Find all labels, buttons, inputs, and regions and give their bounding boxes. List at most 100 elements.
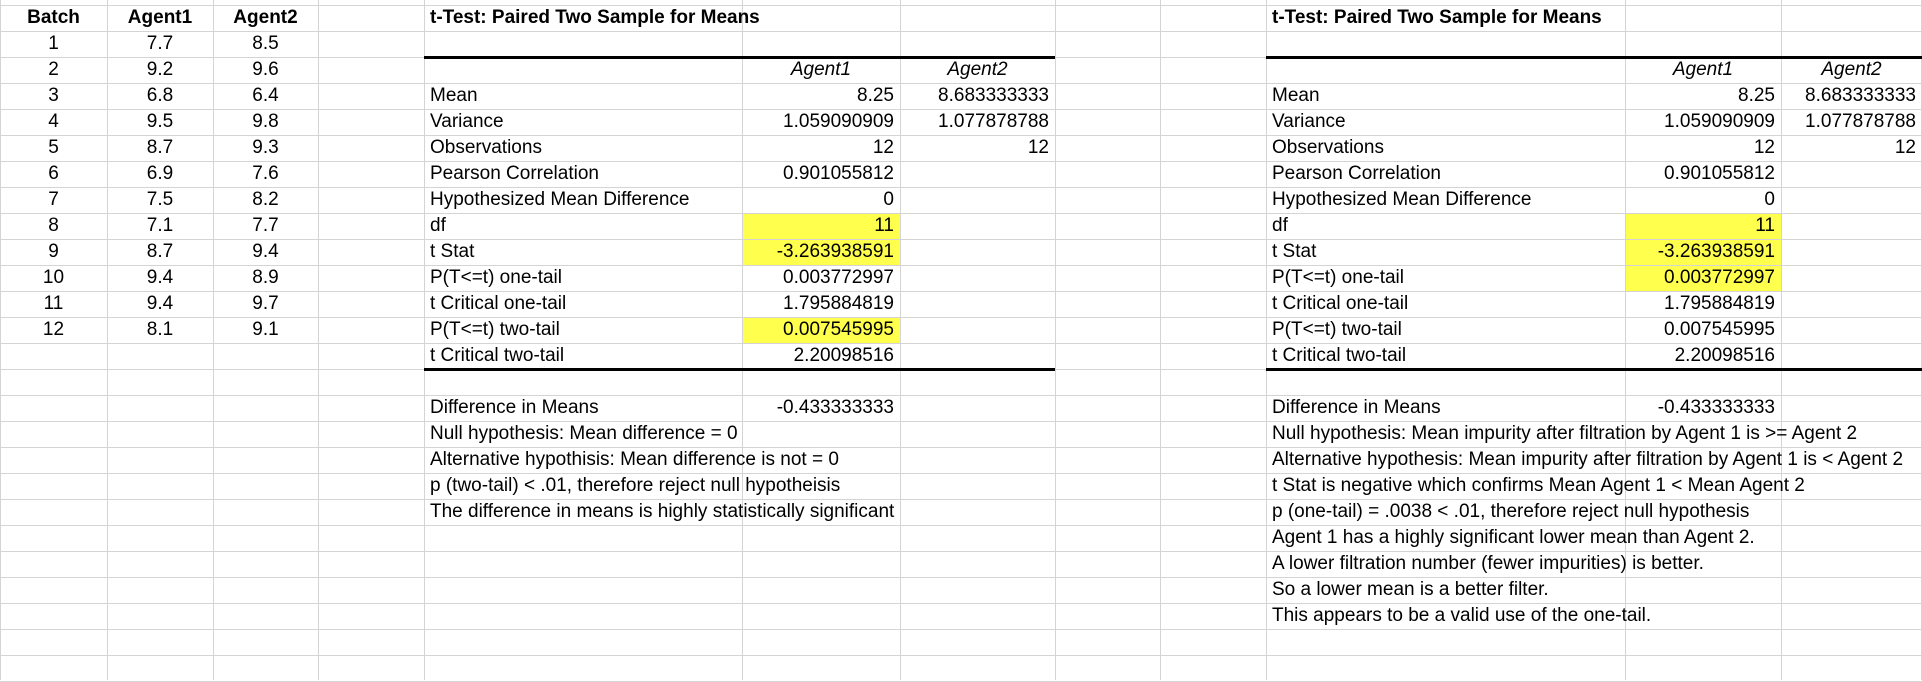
right-col-header-agent2[interactable]: Agent2 [1821, 59, 1882, 80]
right-stat-value-agent1[interactable]: 0.007545995 [1664, 319, 1775, 340]
right-note-line[interactable]: So a lower mean is a better filter. [1272, 579, 1549, 600]
data-cell-agent2[interactable]: 9.1 [252, 319, 279, 340]
right-stat-label[interactable]: t Critical two-tail [1272, 345, 1407, 366]
data-cell-agent2[interactable]: 7.6 [252, 163, 279, 184]
left-stat-label[interactable]: t Critical two-tail [430, 345, 565, 366]
right-note-line[interactable]: Alternative hypothesis: Mean impurity af… [1272, 449, 1904, 470]
right-stat-label[interactable]: Mean [1272, 85, 1320, 106]
right-diff-value[interactable]: -0.433333333 [1657, 397, 1775, 418]
right-stat-value-agent1[interactable]: 11 [1755, 215, 1775, 236]
left-stat-value-agent1[interactable]: -3.263938591 [776, 241, 894, 262]
left-col-header-agent2[interactable]: Agent2 [947, 59, 1008, 80]
header-agent1[interactable]: Agent1 [127, 7, 193, 28]
left-stat-value-agent1[interactable]: 1.059090909 [783, 111, 894, 132]
right-col-header-agent1[interactable]: Agent1 [1672, 59, 1734, 80]
left-stat-value-agent2[interactable]: 8.683333333 [938, 85, 1049, 106]
left-col-header-agent1[interactable]: Agent1 [790, 59, 852, 80]
data-cell-agent2[interactable]: 6.4 [252, 85, 279, 106]
header-batch[interactable]: Batch [27, 7, 80, 28]
left-stat-label[interactable]: Observations [430, 137, 542, 158]
right-stat-value-agent1[interactable]: 1.059090909 [1664, 111, 1775, 132]
right-stat-value-agent1[interactable]: 2.20098516 [1674, 345, 1775, 366]
data-cell-batch[interactable]: 1 [48, 33, 59, 54]
data-cell-agent2[interactable]: 9.4 [252, 241, 279, 262]
data-cell-agent2[interactable]: 8.9 [252, 267, 279, 288]
left-stat-value-agent1[interactable]: 0.901055812 [783, 163, 894, 184]
right-stat-label[interactable]: Observations [1272, 137, 1384, 158]
right-note-line[interactable]: A lower filtration number (fewer impurit… [1272, 553, 1704, 574]
data-cell-agent2[interactable]: 9.6 [252, 59, 279, 80]
right-note-line[interactable]: This appears to be a valid use of the on… [1272, 605, 1652, 626]
data-cell-batch[interactable]: 4 [48, 111, 59, 132]
data-cell-agent1[interactable]: 6.8 [146, 85, 174, 106]
data-cell-batch[interactable]: 8 [48, 215, 59, 236]
right-stat-label[interactable]: P(T<=t) two-tail [1272, 319, 1402, 340]
right-note-line[interactable]: p (one-tail) = .0038 < .01, therefore re… [1272, 501, 1750, 522]
data-cell-agent2[interactable]: 9.8 [252, 111, 279, 132]
data-cell-agent1[interactable]: 6.9 [146, 163, 174, 184]
left-ttest-title[interactable]: t-Test: Paired Two Sample for Means [430, 7, 760, 28]
data-cell-agent2[interactable]: 9.3 [252, 137, 279, 158]
left-stat-value-agent2[interactable]: 1.077878788 [938, 111, 1049, 132]
right-stat-value-agent2[interactable]: 8.683333333 [1805, 85, 1916, 106]
data-cell-agent2[interactable]: 7.7 [252, 215, 279, 236]
right-stat-value-agent1[interactable]: 0.003772997 [1664, 267, 1775, 288]
left-stat-label[interactable]: df [430, 215, 446, 236]
left-stat-label[interactable]: Mean [430, 85, 478, 106]
data-cell-batch[interactable]: 10 [42, 267, 65, 288]
left-note-line[interactable]: The difference in means is highly statis… [430, 501, 895, 522]
right-stat-label[interactable]: P(T<=t) one-tail [1272, 267, 1404, 288]
header-agent2[interactable]: Agent2 [233, 7, 298, 28]
left-stat-value-agent1[interactable]: 0 [883, 189, 894, 210]
data-cell-agent1[interactable]: 8.7 [146, 241, 174, 262]
data-cell-agent1[interactable]: 9.2 [146, 59, 174, 80]
left-stat-value-agent1[interactable]: 8.25 [857, 85, 894, 106]
data-cell-batch[interactable]: 9 [48, 241, 59, 262]
right-note-line[interactable]: Agent 1 has a highly significant lower m… [1272, 527, 1755, 548]
left-stat-label[interactable]: P(T<=t) two-tail [430, 319, 560, 340]
left-stat-label[interactable]: P(T<=t) one-tail [430, 267, 562, 288]
data-cell-agent2[interactable]: 8.2 [252, 189, 279, 210]
data-cell-batch[interactable]: 6 [48, 163, 59, 184]
left-stat-label[interactable]: Hypothesized Mean Difference [430, 189, 690, 210]
data-cell-batch[interactable]: 3 [48, 85, 59, 106]
left-stat-value-agent1[interactable]: 11 [874, 215, 894, 236]
right-stat-label[interactable]: Hypothesized Mean Difference [1272, 189, 1532, 210]
left-stat-label[interactable]: Pearson Correlation [430, 163, 599, 184]
left-diff-label[interactable]: Difference in Means [430, 397, 599, 418]
left-note-line[interactable]: p (two-tail) < .01, therefore reject nul… [430, 475, 841, 496]
data-cell-agent1[interactable]: 8.1 [146, 319, 174, 340]
left-stat-value-agent1[interactable]: 0.003772997 [783, 267, 894, 288]
right-stat-value-agent1[interactable]: -3.263938591 [1657, 241, 1775, 262]
data-cell-agent1[interactable]: 7.5 [146, 189, 174, 210]
right-stat-value-agent1[interactable]: 0 [1764, 189, 1775, 210]
right-stat-label[interactable]: t Critical one-tail [1272, 293, 1409, 314]
right-stat-value-agent1[interactable]: 1.795884819 [1664, 293, 1775, 314]
right-stat-value-agent2[interactable]: 1.077878788 [1805, 111, 1916, 132]
right-stat-value-agent1[interactable]: 0.901055812 [1664, 163, 1775, 184]
data-cell-agent1[interactable]: 7.7 [146, 33, 174, 54]
left-diff-value[interactable]: -0.433333333 [776, 397, 894, 418]
data-cell-agent1[interactable]: 9.4 [146, 293, 174, 314]
left-stat-label[interactable]: t Critical one-tail [430, 293, 567, 314]
left-note-line[interactable]: Alternative hypothisis: Mean difference … [430, 449, 839, 470]
left-stat-label[interactable]: Variance [430, 111, 504, 132]
data-cell-agent1[interactable]: 7.1 [146, 215, 174, 236]
left-note-line[interactable]: Null hypothesis: Mean difference = 0 [430, 423, 738, 444]
data-cell-batch[interactable]: 11 [43, 293, 64, 314]
data-cell-batch[interactable]: 5 [48, 137, 59, 158]
data-cell-batch[interactable]: 7 [48, 189, 59, 210]
right-stat-label[interactable]: Variance [1272, 111, 1346, 132]
right-stat-label[interactable]: df [1272, 215, 1288, 236]
right-diff-label[interactable]: Difference in Means [1272, 397, 1441, 418]
left-stat-value-agent1[interactable]: 0.007545995 [783, 319, 894, 340]
left-stat-value-agent2[interactable]: 12 [1027, 137, 1049, 158]
right-note-line[interactable]: t Stat is negative which confirms Mean A… [1272, 475, 1805, 496]
right-stat-label[interactable]: Pearson Correlation [1272, 163, 1441, 184]
data-cell-agent2[interactable]: 9.7 [252, 293, 279, 314]
left-stat-label[interactable]: t Stat [430, 241, 475, 262]
left-stat-value-agent1[interactable]: 2.20098516 [793, 345, 894, 366]
data-cell-agent2[interactable]: 8.5 [252, 33, 279, 54]
right-stat-label[interactable]: t Stat [1272, 241, 1317, 262]
